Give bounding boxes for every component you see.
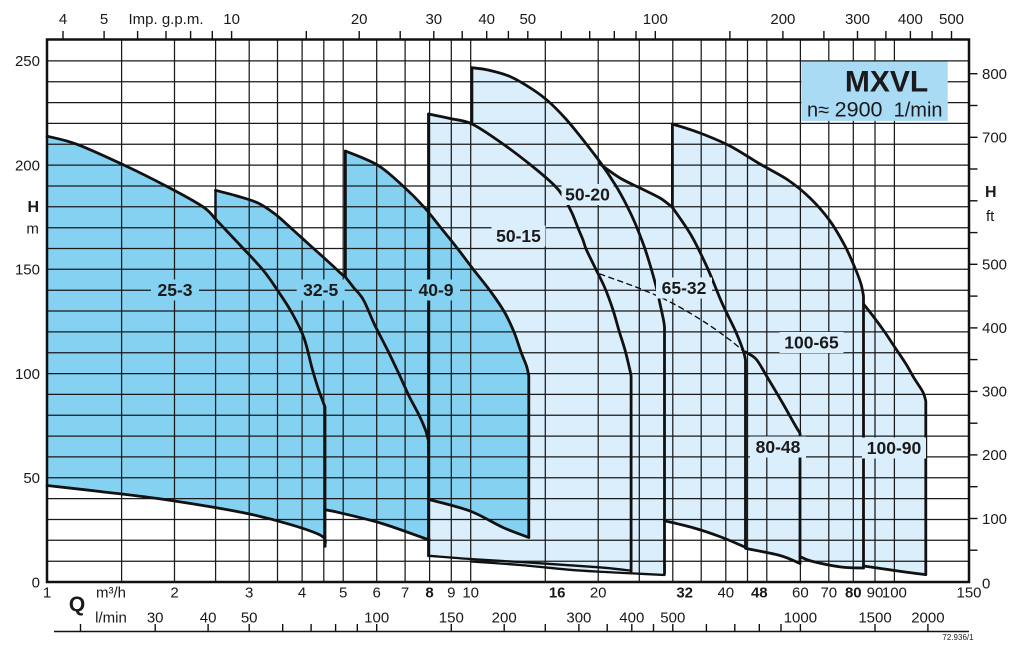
svg-text:50: 50	[241, 610, 258, 627]
svg-text:1: 1	[43, 584, 51, 601]
svg-text:50-20: 50-20	[565, 185, 610, 205]
svg-text:100: 100	[15, 366, 40, 383]
svg-text:100: 100	[982, 511, 1007, 528]
svg-text:40-9: 40-9	[418, 280, 453, 300]
svg-text:40: 40	[478, 11, 495, 28]
svg-text:25-3: 25-3	[157, 280, 192, 300]
svg-text:30: 30	[425, 11, 442, 28]
svg-text:250: 250	[15, 53, 40, 70]
svg-text:40: 40	[717, 584, 734, 601]
svg-text:200: 200	[770, 11, 795, 28]
svg-text:4: 4	[298, 584, 306, 601]
svg-text:400: 400	[619, 610, 644, 627]
svg-text:48: 48	[751, 584, 768, 601]
svg-text:80: 80	[845, 584, 862, 601]
svg-text:200: 200	[15, 157, 40, 174]
svg-text:40: 40	[200, 610, 217, 627]
svg-text:72.936/1: 72.936/1	[942, 633, 974, 642]
svg-text:500: 500	[660, 610, 685, 627]
svg-text:2000: 2000	[911, 610, 944, 627]
svg-text:200: 200	[492, 610, 517, 627]
svg-text:100-90: 100-90	[867, 438, 922, 458]
svg-text:65-32: 65-32	[662, 278, 707, 298]
svg-text:4: 4	[59, 11, 67, 28]
svg-text:60: 60	[792, 584, 809, 601]
svg-text:400: 400	[982, 320, 1007, 337]
svg-text:300: 300	[982, 384, 1007, 401]
svg-text:150: 150	[15, 262, 40, 279]
svg-text:3: 3	[245, 584, 253, 601]
svg-text:1000: 1000	[784, 610, 817, 627]
svg-text:50: 50	[519, 11, 536, 28]
svg-text:1500: 1500	[858, 610, 891, 627]
svg-text:500: 500	[982, 257, 1007, 274]
svg-text:200: 200	[982, 447, 1007, 464]
svg-text:100: 100	[643, 11, 668, 28]
svg-text:Imp. g.p.m.: Imp. g.p.m.	[128, 11, 203, 28]
svg-text:300: 300	[845, 11, 870, 28]
svg-text:70: 70	[820, 584, 837, 601]
svg-text:10: 10	[223, 11, 240, 28]
svg-text:6: 6	[373, 584, 381, 601]
svg-text:MXVL: MXVL	[845, 66, 928, 99]
svg-text:H: H	[28, 199, 40, 216]
svg-text:0: 0	[32, 574, 40, 591]
svg-text:H: H	[985, 184, 997, 201]
svg-text:7: 7	[401, 584, 409, 601]
svg-text:20: 20	[351, 11, 368, 28]
svg-text:700: 700	[982, 130, 1007, 147]
svg-text:9: 9	[447, 584, 455, 601]
svg-text:m: m	[26, 221, 39, 238]
svg-text:ft: ft	[986, 208, 995, 225]
svg-text:300: 300	[566, 610, 591, 627]
svg-text:100-65: 100-65	[784, 333, 839, 353]
svg-text:m³/h: m³/h	[96, 584, 126, 601]
svg-text:l/min: l/min	[95, 610, 127, 627]
svg-text:n≈ 2900 1/min: n≈ 2900 1/min	[807, 98, 943, 122]
svg-text:2: 2	[170, 584, 178, 601]
svg-text:90: 90	[867, 584, 884, 601]
svg-text:10: 10	[462, 584, 479, 601]
svg-text:20: 20	[590, 584, 607, 601]
svg-text:50-15: 50-15	[496, 226, 541, 246]
svg-text:Q: Q	[69, 593, 85, 616]
svg-text:500: 500	[939, 11, 964, 28]
svg-text:30: 30	[147, 610, 164, 627]
svg-text:100: 100	[882, 584, 907, 601]
svg-text:100: 100	[364, 610, 389, 627]
svg-text:0: 0	[982, 576, 990, 593]
svg-text:5: 5	[100, 11, 108, 28]
svg-text:150: 150	[439, 610, 464, 627]
svg-text:400: 400	[898, 11, 923, 28]
svg-text:32: 32	[676, 584, 693, 601]
svg-text:32-5: 32-5	[303, 280, 338, 300]
svg-text:50: 50	[23, 470, 40, 487]
svg-text:150: 150	[956, 584, 981, 601]
svg-text:5: 5	[339, 584, 347, 601]
svg-text:8: 8	[425, 584, 433, 601]
svg-text:800: 800	[982, 66, 1007, 83]
svg-text:16: 16	[549, 584, 566, 601]
svg-text:80-48: 80-48	[756, 437, 801, 457]
